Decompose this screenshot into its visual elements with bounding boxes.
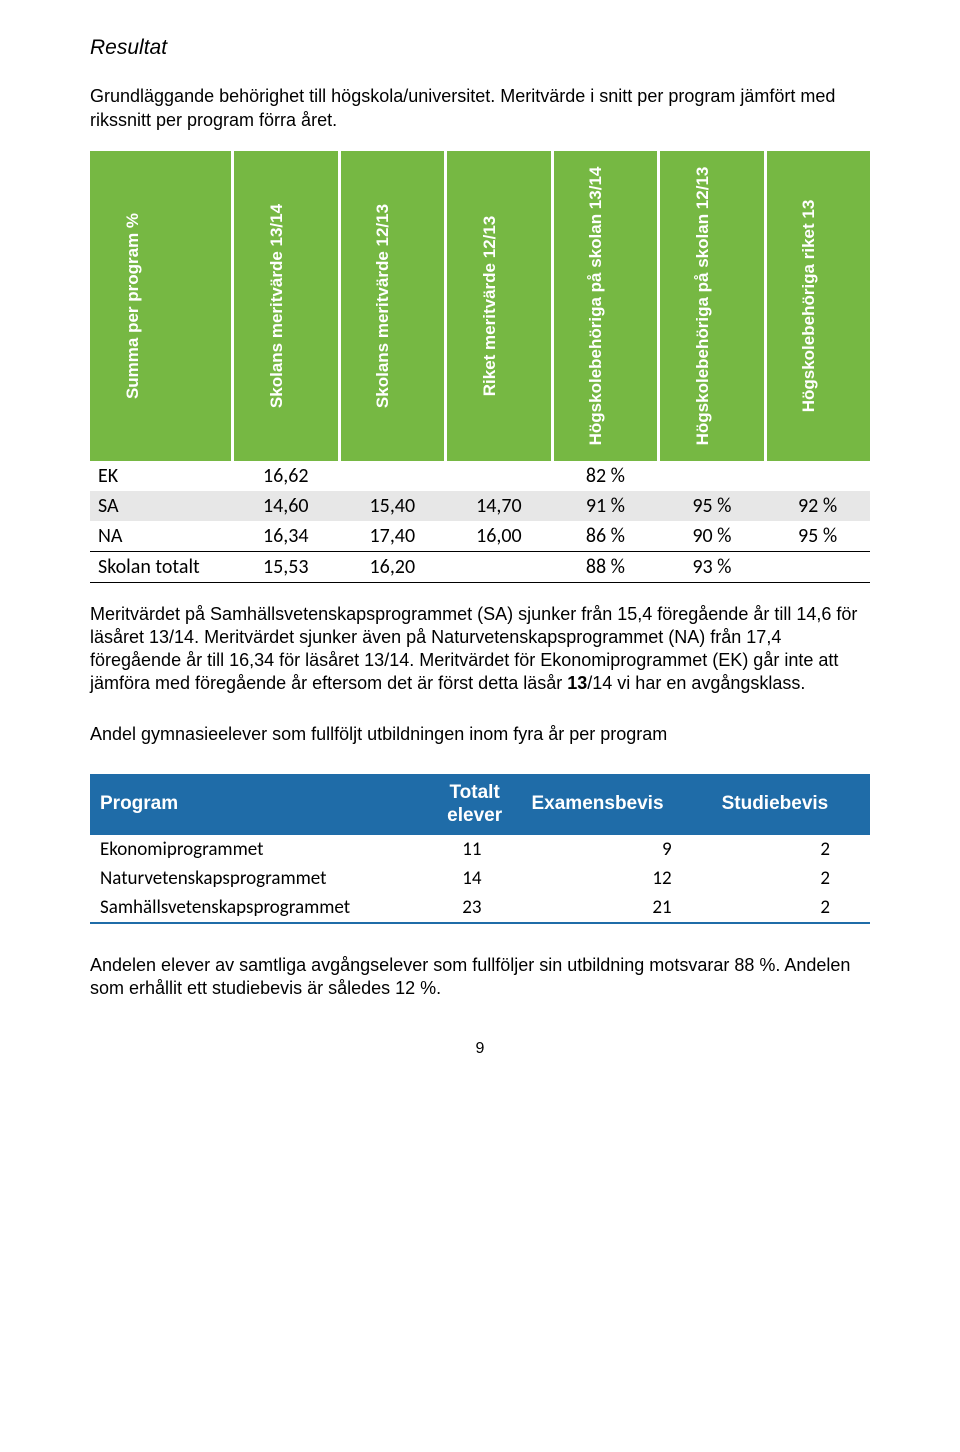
table-row: Skolan totalt 15,53 16,20 88 % 93 %	[90, 551, 870, 582]
section-heading: Resultat	[90, 36, 870, 60]
cell: 92 %	[765, 491, 870, 521]
cell	[446, 551, 553, 582]
col-header: Program	[90, 775, 428, 835]
col-header: Examensbevis	[522, 775, 712, 835]
table-row: Samhällsvetenskapsprogrammet 23 21 2	[90, 893, 870, 923]
col-header: Högskolebehöriga riket 13	[799, 199, 819, 412]
cell	[659, 461, 766, 491]
cell: 16,20	[339, 551, 446, 582]
table-row: EK 16,62 82 %	[90, 461, 870, 491]
cell: 23	[428, 893, 522, 923]
col-header: Högskolebehöriga på skolan 13/14	[586, 166, 606, 445]
cell: 90 %	[659, 521, 766, 552]
col-header: Totalt elever	[428, 775, 522, 835]
cell: 16,34	[233, 521, 340, 552]
cell: 95 %	[659, 491, 766, 521]
text-line: Totalt	[449, 782, 499, 803]
col-header: Summa per program %	[123, 213, 143, 399]
cell	[446, 461, 553, 491]
cell: EK	[90, 461, 233, 491]
col-header: Högskolebehöriga på skolan 12/13	[693, 166, 713, 445]
text-line: elever	[447, 805, 502, 826]
cell: 21	[522, 893, 712, 923]
col-header: Skolans meritvärde 13/14	[267, 204, 287, 408]
cell: 15,53	[233, 551, 340, 582]
completion-table: Program Totalt elever Examensbevis Studi…	[90, 774, 870, 925]
cell: 95 %	[765, 521, 870, 552]
cell: 14	[428, 864, 522, 893]
merits-table: Summa per program % Skolans meritvärde 1…	[90, 151, 870, 583]
cell: 93 %	[659, 551, 766, 582]
cell: 9	[522, 834, 712, 864]
cell: 2	[712, 864, 870, 893]
table-row: SA 14,60 15,40 14,70 91 % 95 % 92 %	[90, 491, 870, 521]
cell: 82 %	[552, 461, 659, 491]
table-row: NA 16,34 17,40 16,00 86 % 90 % 95 %	[90, 521, 870, 552]
col-header: Studiebevis	[712, 775, 870, 835]
cell	[765, 551, 870, 582]
cell: 12	[522, 864, 712, 893]
cell: 17,40	[339, 521, 446, 552]
cell: 11	[428, 834, 522, 864]
cell: 2	[712, 893, 870, 923]
analysis-paragraph-2: Andel gymnasieelever som fullföljt utbil…	[90, 723, 870, 746]
analysis-paragraph-3: Andelen elever av samtliga avgångselever…	[90, 954, 870, 1000]
cell: 14,70	[446, 491, 553, 521]
cell: 16,00	[446, 521, 553, 552]
table-row: Ekonomiprogrammet 11 9 2	[90, 834, 870, 864]
page-number: 9	[90, 1040, 870, 1058]
intro-text: Grundläggande behörighet till högskola/u…	[90, 84, 870, 133]
text-run: 13	[567, 673, 587, 693]
cell	[339, 461, 446, 491]
cell: 15,40	[339, 491, 446, 521]
cell: 88 %	[552, 551, 659, 582]
cell: 16,62	[233, 461, 340, 491]
cell: 14,60	[233, 491, 340, 521]
cell: Skolan totalt	[90, 551, 233, 582]
cell: 86 %	[552, 521, 659, 552]
cell: Naturvetenskapsprogrammet	[90, 864, 428, 893]
cell: 91 %	[552, 491, 659, 521]
table-row: Naturvetenskapsprogrammet 14 12 2	[90, 864, 870, 893]
analysis-paragraph-1: Meritvärdet på Samhällsvetenskapsprogram…	[90, 603, 870, 695]
cell	[765, 461, 870, 491]
cell: NA	[90, 521, 233, 552]
col-header: Riket meritvärde 12/13	[480, 215, 500, 396]
cell: Samhällsvetenskapsprogrammet	[90, 893, 428, 923]
text-run: /14 vi har en avgångsklass.	[587, 673, 805, 693]
cell: 2	[712, 834, 870, 864]
cell: SA	[90, 491, 233, 521]
col-header: Skolans meritvärde 12/13	[373, 204, 393, 408]
cell: Ekonomiprogrammet	[90, 834, 428, 864]
